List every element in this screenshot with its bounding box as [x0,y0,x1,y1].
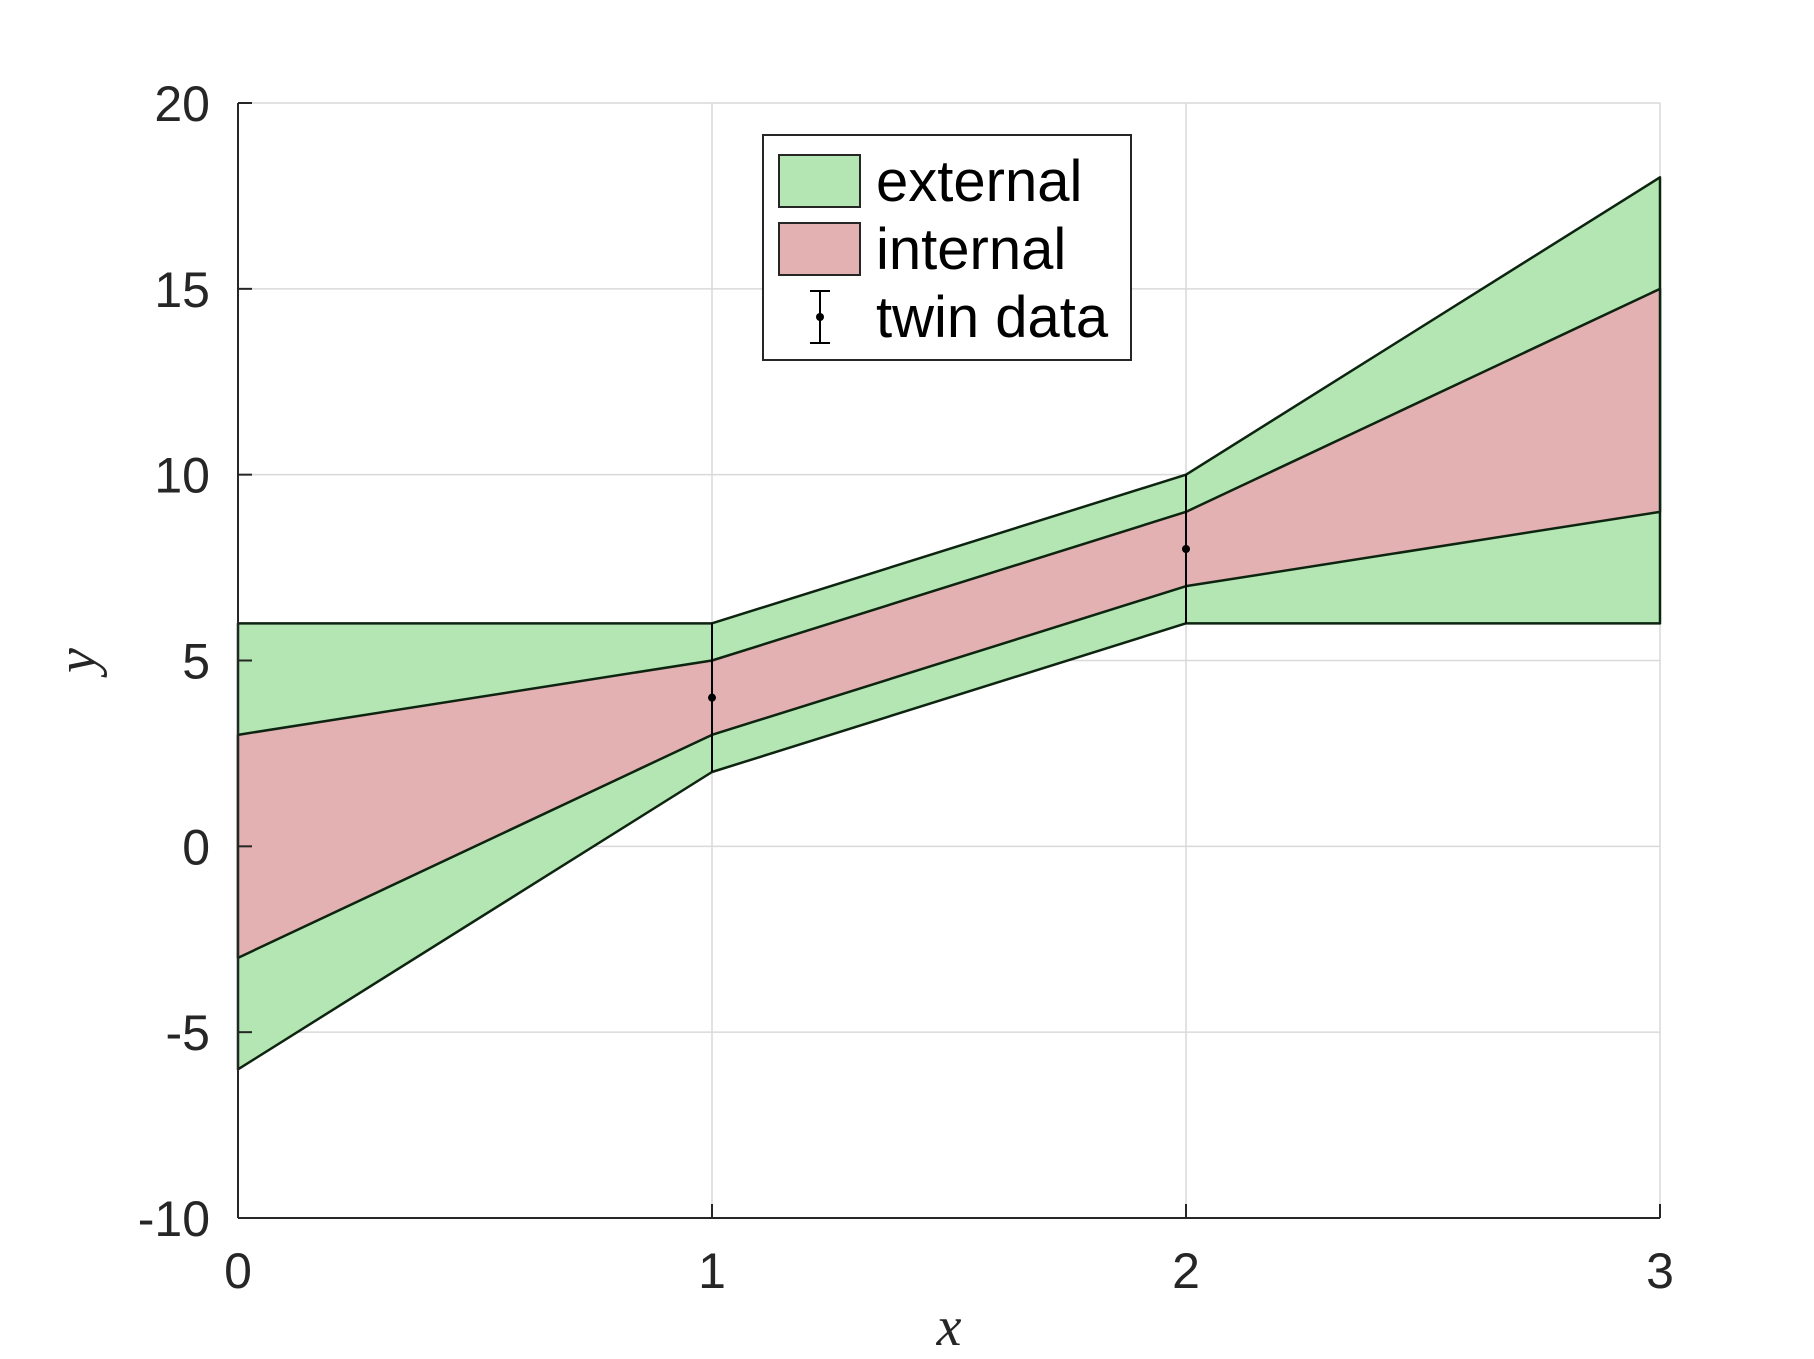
legend-errorbar-point [816,313,824,321]
x-tick-label: 2 [1172,1243,1200,1299]
errorbar-point [708,693,716,702]
x-tick-label: 3 [1646,1243,1674,1299]
error-bars [708,474,1190,772]
axes [237,102,1661,1219]
legend-label-internal: internal [876,217,1066,282]
x-tick-label: 0 [224,1243,252,1299]
y-tick-label: 0 [182,819,210,875]
legend-errorbar-icon [810,290,830,344]
legend: external internal twin data [762,134,1132,361]
y-tick-label: 20 [154,76,210,132]
legend-swatch-external [778,154,861,208]
legend-label-twin-data: twin data [876,285,1109,350]
y-axis-label: y [46,648,108,678]
legend-swatch-internal [778,222,861,276]
y-tick-label: 10 [154,448,210,504]
y-tick-label: -5 [166,1005,210,1061]
legend-label-external: external [876,149,1082,214]
band-internal [236,287,1662,960]
x-axis-label: x [936,1296,962,1354]
y-tick-label: 15 [154,262,210,318]
tick-labels: 0 1 2 3 -10 -5 0 5 10 15 20 [138,76,1674,1299]
y-tick-label: -10 [138,1191,210,1247]
errorbar-point [1182,545,1190,553]
x-tick-label: 1 [698,1243,726,1299]
bands [236,176,1662,1071]
y-tick-label: 5 [182,634,210,690]
